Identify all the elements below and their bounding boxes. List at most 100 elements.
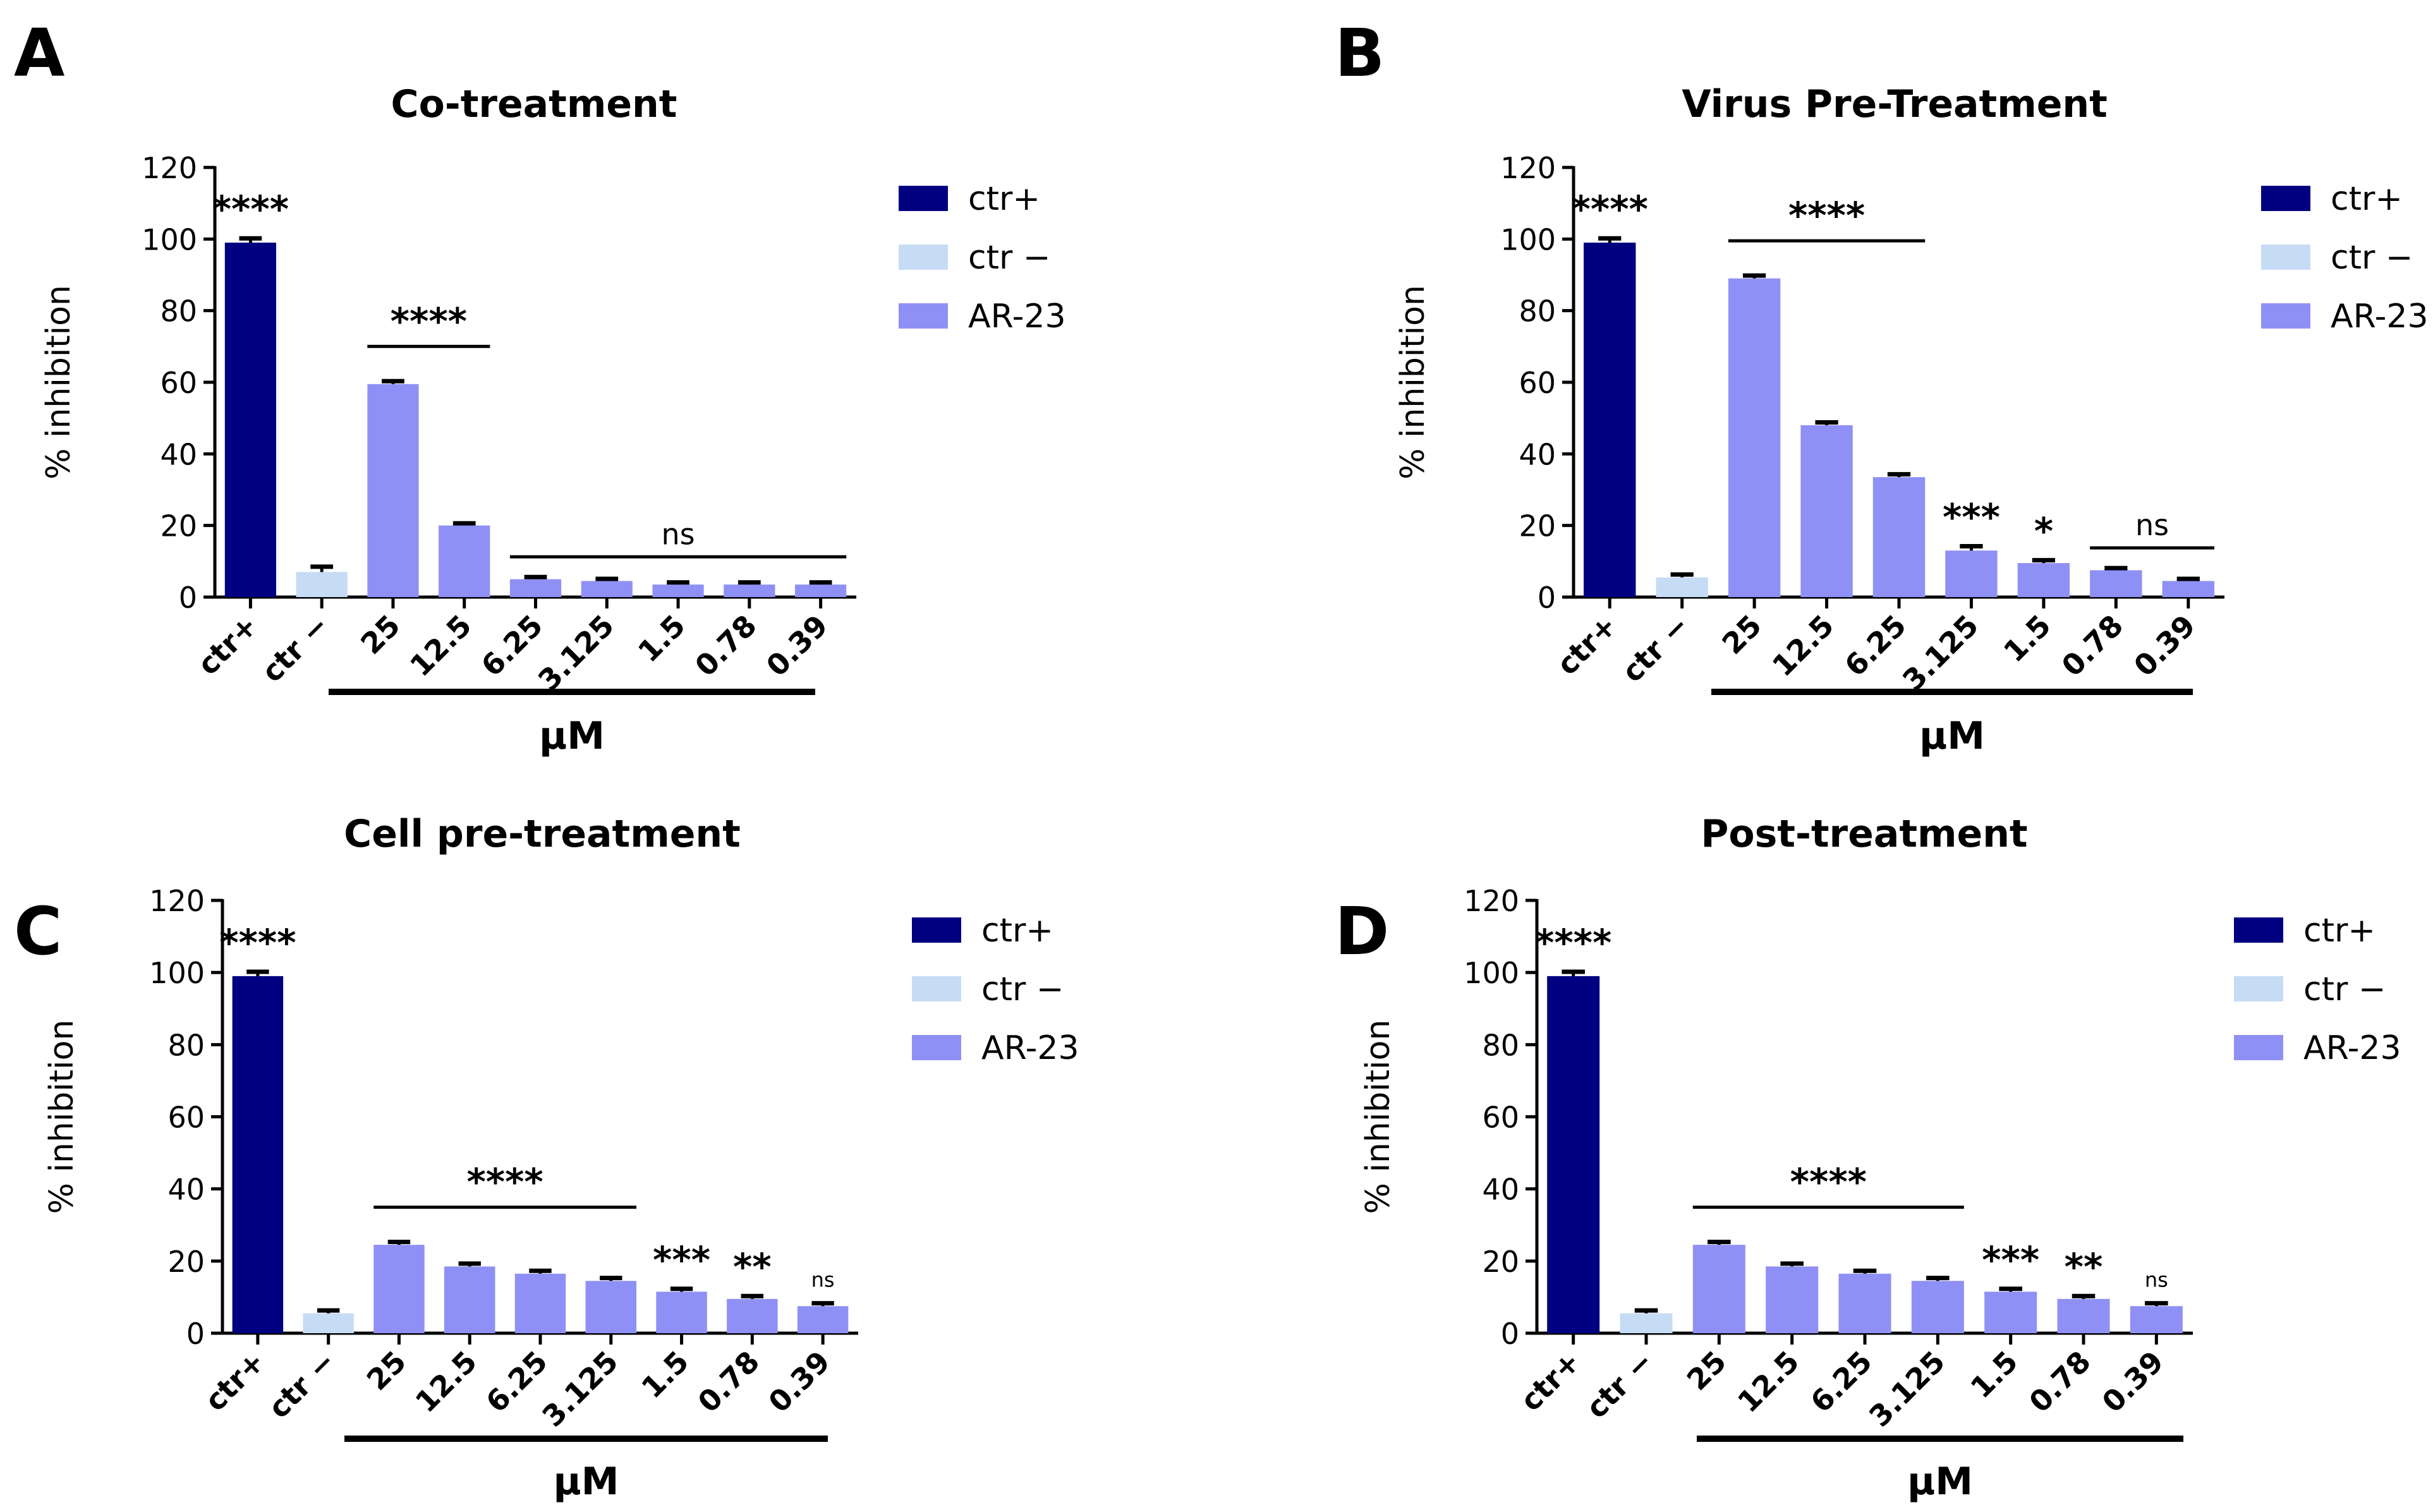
panel-c: C Cell pre-treatment 0 20 40 60 80 100 120 % inhi… (14, 812, 1079, 1504)
bar (296, 572, 348, 597)
legend-label: ctr+ (968, 180, 1040, 218)
y-axis-label: % inhibition (1394, 285, 1432, 480)
legend-label: ctr+ (2331, 180, 2403, 218)
x-tick-label: 3.125 (1896, 608, 1985, 698)
legend-label: ctr − (968, 239, 1050, 277)
y-tick-label: 0 (1538, 581, 1556, 615)
y-tick-label: 0 (179, 581, 197, 615)
bar (1873, 477, 1925, 597)
y-axis-label: % inhibition (1359, 1020, 1397, 1214)
x-tick-label: ctr+ (1550, 608, 1623, 682)
significance-label: *** (653, 1238, 710, 1281)
panel-d: D Post-treatment 0 20 40 60 80 100 120 % inhibiti… (1335, 812, 2401, 1504)
x-tick-label: 25 (354, 608, 406, 661)
bar (1912, 1281, 1964, 1333)
y-tick-label: 120 (142, 151, 197, 185)
bar (1547, 976, 1599, 1333)
panel-letter: D (1335, 893, 1389, 970)
legend-swatch (912, 1035, 961, 1060)
y-tick-label: 100 (142, 222, 197, 257)
panel-letter: C (14, 893, 62, 970)
bar (2090, 571, 2142, 598)
significance-label: ns (811, 1268, 835, 1292)
figure: ACo-treatment020406080100120% inhibition… (0, 0, 2433, 1512)
y-tick-label: 100 (149, 956, 205, 990)
bar (1945, 550, 1997, 597)
panel-letter: B (1335, 15, 1385, 92)
bar (515, 1274, 566, 1333)
significance-label: *** (1943, 496, 2000, 539)
x-tick-label: ctr+ (191, 608, 264, 682)
chart-title: Co-treatment (391, 82, 677, 126)
bar (303, 1314, 353, 1333)
legend-label: ctr − (981, 971, 1064, 1008)
y-tick-label: 100 (1464, 956, 1519, 990)
significance-label: ** (733, 1245, 772, 1288)
y-tick-label: 20 (1482, 1245, 1519, 1279)
y-tick-label: 80 (167, 1028, 205, 1062)
x-tick-label: ctr − (1615, 608, 1696, 689)
chart-title: Post-treatment (1701, 812, 2027, 856)
x-tick-label: ctr − (255, 608, 336, 689)
significance-label: * (2034, 510, 2053, 553)
y-axis-label: % inhibition (40, 285, 78, 480)
bar (1800, 425, 1852, 597)
legend-label: ctr − (2303, 971, 2386, 1008)
y-tick-label: 80 (1519, 294, 1556, 329)
legend-swatch (899, 245, 948, 270)
y-tick-label: 40 (167, 1173, 205, 1207)
bar (724, 584, 775, 597)
y-axis-label: % inhibition (43, 1020, 81, 1214)
legend-swatch (2261, 303, 2310, 329)
x-tick-label: 0.78 (688, 608, 763, 683)
significance-label: **** (1535, 921, 1611, 964)
legend: ctr+ ctr − AR-23 (912, 912, 1079, 1067)
legend-label: ctr+ (981, 912, 1053, 950)
legend-label: AR-23 (981, 1029, 1079, 1067)
bar (1984, 1291, 2037, 1333)
y-tick-label: 120 (149, 884, 205, 918)
bar (225, 243, 276, 597)
x-tick-label: 0.39 (761, 1345, 836, 1419)
significance-label: **** (1790, 1161, 1867, 1204)
legend-swatch (899, 303, 948, 329)
x-tick-label: 3.125 (1862, 1345, 1951, 1434)
y-tick-label: 20 (1519, 509, 1556, 543)
x-axis-label: µM (554, 1460, 619, 1504)
legend-label: AR-23 (2331, 298, 2429, 336)
significance-label: **** (1788, 194, 1865, 237)
y-tick-label: 40 (160, 437, 197, 471)
bar (373, 1245, 424, 1333)
significance-label: *** (1982, 1238, 2039, 1281)
bar (444, 1266, 495, 1333)
legend-label: ctr+ (2303, 912, 2375, 950)
bar (1584, 243, 1635, 597)
legend-swatch (899, 186, 948, 211)
x-tick-label: 0.39 (760, 608, 834, 683)
bar (795, 584, 846, 597)
x-tick-label: 3.125 (531, 608, 621, 698)
y-tick-label: 80 (1482, 1028, 1519, 1062)
y-tick-label: 20 (160, 509, 197, 543)
significance-label: **** (1572, 188, 1648, 231)
y-tick-label: 40 (1519, 437, 1556, 471)
legend-swatch (2234, 917, 2283, 943)
y-tick-label: 60 (1482, 1101, 1519, 1135)
x-tick-label: 0.39 (2127, 608, 2202, 683)
x-tick-label: ctr − (1579, 1345, 1660, 1425)
legend: ctr+ ctr − AR-23 (899, 180, 1066, 336)
x-axis-label: µM (1907, 1460, 1973, 1504)
x-axis-label: µM (1919, 714, 1985, 758)
legend-swatch (912, 976, 961, 1001)
legend-swatch (912, 917, 961, 943)
y-tick-label: 20 (167, 1245, 205, 1279)
x-tick-label: 0.78 (2055, 608, 2130, 683)
legend-swatch (2261, 186, 2310, 211)
legend-label: AR-23 (968, 298, 1066, 336)
y-tick-label: 60 (1519, 366, 1556, 400)
x-tick-label: 1.5 (1964, 1345, 2025, 1405)
significance-label: **** (391, 299, 467, 342)
legend-swatch (2234, 1035, 2283, 1060)
bar (2130, 1306, 2183, 1333)
x-tick-label: 1.5 (1997, 608, 2058, 669)
